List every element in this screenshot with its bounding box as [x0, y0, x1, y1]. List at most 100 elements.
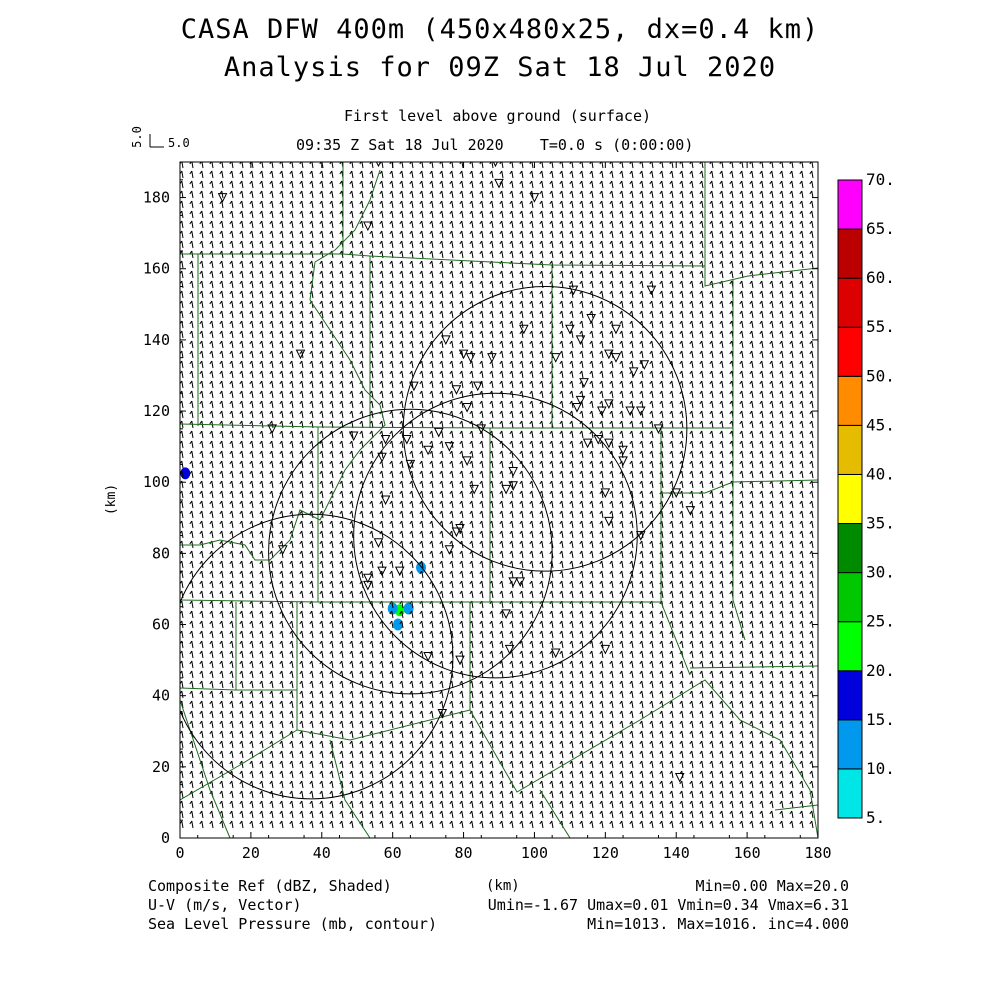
wind-vector-head	[249, 760, 253, 765]
wind-vector	[181, 380, 184, 389]
wind-vector	[211, 280, 214, 289]
wind-vector-head	[279, 660, 283, 665]
wind-vector-head	[199, 410, 203, 415]
wind-vector	[271, 320, 274, 329]
wind-vector-head	[269, 800, 273, 805]
wind-vector	[241, 270, 244, 279]
wind-vector	[311, 360, 314, 369]
wind-vector-head	[309, 590, 313, 595]
wind-vector	[251, 650, 254, 659]
wind-vector-head	[239, 480, 243, 485]
wind-vector-head	[239, 820, 243, 825]
wind-vector-head	[259, 790, 263, 795]
wind-vector	[191, 710, 194, 719]
wind-vector-head	[239, 240, 243, 245]
wind-vector-head	[299, 650, 303, 655]
echo-cell	[387, 602, 398, 615]
wind-vector	[241, 520, 244, 529]
wind-vector	[261, 790, 264, 799]
wind-vector	[241, 680, 244, 689]
wind-vector	[301, 290, 304, 299]
wind-vector	[241, 210, 244, 219]
wind-vector	[241, 490, 244, 499]
wind-vector-head	[269, 700, 273, 705]
wind-vector-head	[309, 560, 313, 565]
wind-vector	[221, 600, 224, 609]
wind-vector	[221, 210, 224, 219]
wind-vector-head	[199, 480, 203, 485]
wind-vector-head	[299, 710, 303, 715]
wind-vector-head	[279, 320, 283, 325]
wind-vector	[301, 490, 304, 499]
wind-vector	[221, 780, 224, 789]
wind-vector-head	[269, 340, 273, 345]
wind-vector	[221, 580, 224, 589]
wind-vector-head	[269, 280, 273, 285]
wind-vector	[221, 370, 224, 379]
wind-vector-head	[289, 200, 293, 205]
wind-vector-head	[269, 810, 273, 815]
wind-vector	[291, 680, 294, 689]
wind-vector-head	[189, 210, 193, 215]
wind-vector	[211, 410, 214, 419]
wind-vector	[191, 390, 194, 399]
wind-vector-head	[309, 170, 313, 175]
wind-vector	[281, 790, 284, 799]
wind-vector	[221, 410, 224, 419]
wind-vector-head	[199, 660, 203, 665]
wind-vector-head	[189, 720, 193, 725]
plot-area	[179, 161, 819, 839]
wind-vector-head	[299, 510, 303, 515]
wind-vector-head	[219, 720, 223, 725]
wind-vector-head	[299, 400, 303, 405]
wind-vector-head	[249, 390, 253, 395]
wind-vector-head	[279, 210, 283, 215]
wind-vector	[301, 800, 304, 809]
wind-vector-head	[269, 760, 273, 765]
wind-vector	[241, 200, 244, 209]
wind-vector-head	[269, 490, 273, 495]
wind-vector-head	[289, 790, 293, 795]
wind-vector-head	[189, 230, 193, 235]
wind-vector	[311, 230, 314, 239]
wind-vector-head	[199, 450, 203, 455]
wind-vector-head	[279, 430, 283, 435]
wind-vector-head	[189, 370, 193, 375]
wind-vector-head	[249, 630, 253, 635]
wind-vector-head	[239, 230, 243, 235]
wind-vector-head	[259, 430, 263, 435]
wind-vector-head	[229, 440, 233, 445]
wind-vector-head	[209, 590, 213, 595]
wind-vector	[281, 440, 284, 449]
wind-vector	[301, 540, 304, 549]
wind-vector-head	[199, 210, 203, 215]
wind-vector-head	[249, 360, 253, 365]
wind-vector	[251, 670, 254, 679]
wind-vector-head	[289, 230, 293, 235]
wind-vector-head	[239, 720, 243, 725]
wind-vector-head	[229, 410, 233, 415]
wind-vector	[261, 350, 264, 359]
wind-vector-head	[309, 420, 313, 425]
wind-vector	[231, 610, 234, 619]
wind-vector	[191, 430, 194, 439]
wind-vector-head	[269, 510, 273, 515]
wind-vector	[231, 820, 234, 829]
wind-vector	[191, 480, 194, 489]
wind-vector-head	[199, 710, 203, 715]
wind-vector-head	[239, 380, 243, 385]
wind-vector	[311, 580, 314, 589]
wind-vector	[251, 640, 254, 649]
wind-vector	[181, 650, 184, 659]
wind-vector-head	[289, 360, 293, 365]
wind-vector-head	[309, 440, 313, 445]
wind-vector	[291, 410, 294, 419]
wind-vector	[271, 180, 274, 189]
wind-vector	[251, 810, 254, 819]
wind-vector	[281, 810, 284, 819]
wind-vector	[281, 380, 284, 389]
wind-vector-head	[239, 340, 243, 345]
wind-vector-head	[209, 320, 213, 325]
wind-vector-head	[239, 780, 243, 785]
wind-vector	[311, 630, 314, 639]
